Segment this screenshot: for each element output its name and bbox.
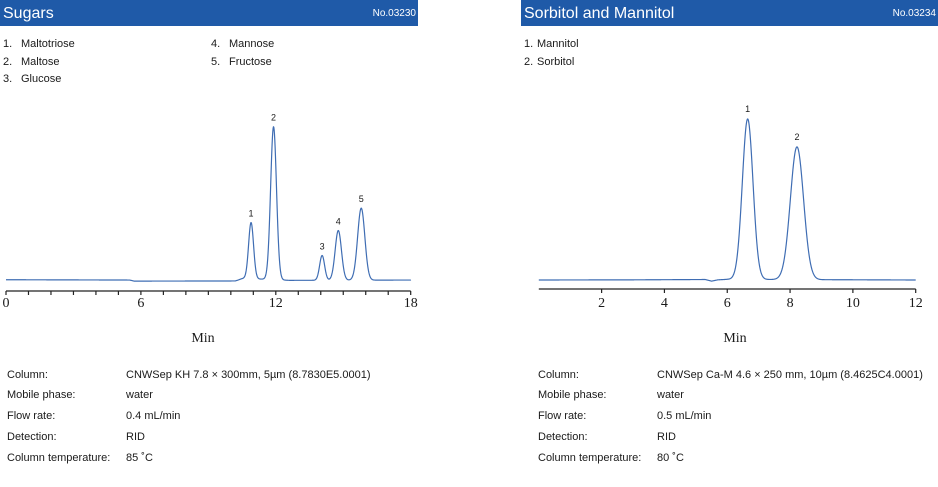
condition-value: 85 ˚C (126, 451, 153, 464)
panel-sorbitol-mannitol: Sorbitol and Mannitol No.03234 1. Mannit… (521, 0, 938, 487)
compound-name: Maltose (21, 55, 60, 68)
condition-value: 0.4 mL/min (126, 410, 181, 423)
condition-label: Mobile phase: (7, 389, 76, 402)
compound-item: 1. Mannitol (524, 36, 579, 54)
condition-value: 80 ˚C (657, 451, 684, 464)
compound-number: 2. (524, 55, 534, 68)
compound-number: 1. (524, 38, 534, 50)
compound-item: 2. Maltose (3, 54, 75, 72)
catalog-number: No.03234 (892, 8, 936, 19)
panel-sugars: Sugars No.03230 1. Maltotriose 2. Maltos… (0, 0, 420, 487)
condition-value: water (657, 389, 684, 402)
compound-item: 5. Fructose (211, 54, 274, 72)
compound-name: Sorbitol (537, 55, 575, 68)
compound-list: 1. Maltotriose 2. Maltose 3. Glucose (3, 36, 75, 89)
compound-item: 4. Mannose (211, 36, 274, 54)
panel-header: Sugars No.03230 (0, 0, 418, 26)
compound-name: Mannitol (537, 38, 579, 50)
compound-name: Fructose (229, 55, 272, 68)
panel-title: Sorbitol and Mannitol (524, 5, 675, 22)
condition-label: Detection: (7, 430, 57, 443)
compound-name: Glucose (21, 73, 62, 85)
condition-value: RID (126, 430, 145, 443)
compound-item: 2. Sorbitol (524, 54, 579, 72)
compound-number: 3. (3, 73, 13, 85)
x-axis-title: Min (191, 331, 215, 346)
compound-number: 1. (3, 38, 13, 50)
condition-value: CNWSep Ca-M 4.6 × 250 mm, 10µm (8.4625C4… (657, 368, 923, 381)
condition-label: Column temperature: (7, 451, 111, 464)
x-axis-title: Min (723, 331, 747, 346)
panel-title: Sugars (3, 5, 54, 22)
compound-number: 2. (3, 55, 13, 68)
condition-label: Detection: (538, 430, 588, 443)
condition-label: Mobile phase: (538, 389, 607, 402)
condition-value: CNWSep KH 7.8 × 300mm, 5µm (8.7830E5.000… (126, 368, 371, 381)
compound-number: 4. (211, 38, 221, 50)
condition-value: 0.5 mL/min (657, 410, 712, 423)
condition-label: Flow rate: (7, 410, 56, 423)
condition-label: Column temperature: (538, 451, 642, 464)
compound-item: 1. Maltotriose (3, 36, 75, 54)
condition-value: water (126, 389, 153, 402)
catalog-number: No.03230 (372, 8, 416, 19)
compound-list: 4. Mannose 5. Fructose (211, 36, 274, 71)
compound-name: Maltotriose (21, 38, 75, 50)
panel-header: Sorbitol and Mannitol No.03234 (521, 0, 938, 26)
compound-name: Mannose (229, 38, 275, 50)
condition-label: Column: (7, 368, 48, 381)
condition-label: Flow rate: (538, 410, 587, 423)
compound-list: 1. Mannitol 2. Sorbitol (524, 36, 579, 71)
condition-label: Column: (538, 368, 579, 381)
compound-number: 5. (211, 55, 221, 68)
compound-item: 3. Glucose (3, 71, 75, 89)
condition-value: RID (657, 430, 676, 443)
